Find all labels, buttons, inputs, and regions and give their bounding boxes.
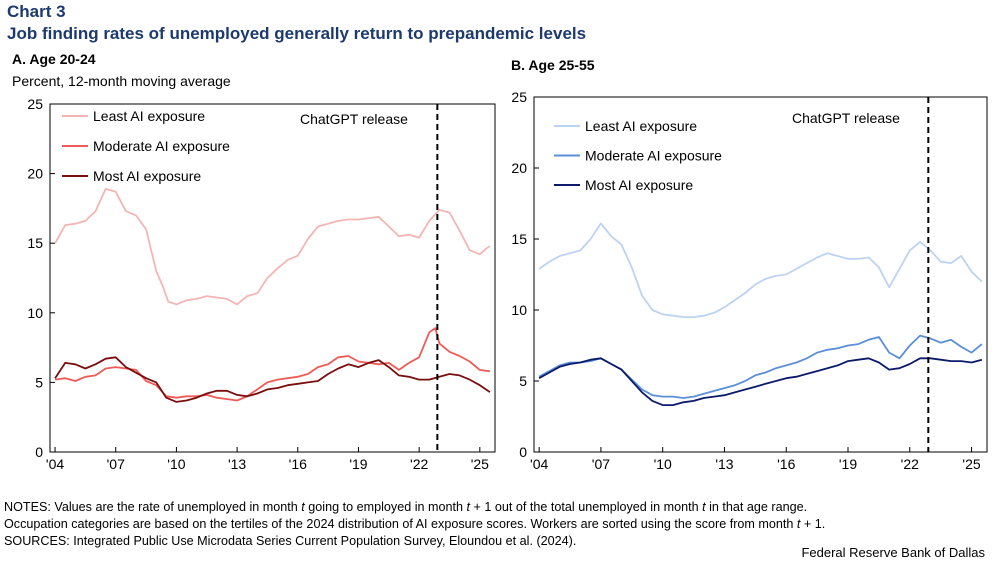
- legend-label: Least AI exposure: [93, 108, 205, 124]
- legend-label: Least AI exposure: [585, 118, 697, 134]
- notes-line-1: NOTES: Values are the rate of unemployed…: [4, 500, 808, 514]
- x-tick-label: '04: [530, 456, 548, 472]
- x-tick-label: '22: [901, 456, 919, 472]
- x-tick-label: '07: [107, 456, 125, 472]
- y-tick-label: 0: [35, 444, 43, 460]
- units-label: Percent, 12-month moving average: [12, 73, 231, 89]
- sources-line: SOURCES: Integrated Public Use Microdata…: [4, 534, 577, 548]
- legend-label: Moderate AI exposure: [585, 148, 722, 164]
- series-line-least-ai-exposure: [54, 188, 491, 306]
- chatgpt-release-label: ChatGPT release: [792, 110, 900, 126]
- y-tick-label: 5: [35, 374, 43, 390]
- x-tick-label: '19: [839, 456, 857, 472]
- x-tick-label: '10: [654, 456, 672, 472]
- x-tick-label: '19: [349, 456, 367, 472]
- y-tick-label: 10: [27, 305, 43, 321]
- series-line-most-ai-exposure: [538, 357, 983, 406]
- x-tick-label: '16: [289, 456, 307, 472]
- chart-title: Job finding rates of unemployed generall…: [7, 24, 587, 43]
- panel-b-chart: 0 5 10 15 20 25 '04 '07 '10 '13 '16 '19 '22 '25 ChatGP…: [511, 89, 988, 472]
- y-tick-label: 5: [519, 373, 527, 389]
- notes: NOTES: Values are the rate of unemployed…: [4, 499, 825, 550]
- x-tick-label: '13: [715, 456, 733, 472]
- x-tick-label: '25: [471, 456, 489, 472]
- y-tick-label: 10: [511, 302, 527, 318]
- y-tick-label: 25: [27, 96, 43, 112]
- notes-line-2: Occupation categories are based on the t…: [4, 517, 826, 531]
- y-tick-label: 25: [511, 89, 527, 105]
- panel-a-title: A. Age 20-24: [12, 51, 96, 67]
- y-tick-label: 20: [27, 166, 43, 182]
- legend-label: Most AI exposure: [585, 177, 693, 193]
- x-tick-label: '13: [228, 456, 246, 472]
- legend-label: Most AI exposure: [93, 168, 201, 184]
- source-organization: Federal Reserve Bank of Dallas: [801, 545, 985, 560]
- legend-label: Moderate AI exposure: [93, 138, 230, 154]
- plot-frame: [49, 103, 496, 453]
- series-line-least-ai-exposure: [538, 222, 983, 318]
- charts-canvas: 0 5 10 15 20 25 '04 '07 '10 '13 '16 '19 '22 '25 ChatGP…: [27, 89, 988, 472]
- series-line-moderate-ai-exposure: [538, 334, 983, 399]
- chart-number: Chart 3: [7, 2, 66, 21]
- x-tick-label: '22: [410, 456, 428, 472]
- panel-a-chart: 0 5 10 15 20 25 '04 '07 '10 '13 '16 '19 '22 '25 ChatGP…: [27, 96, 496, 472]
- x-tick-label: '10: [167, 456, 185, 472]
- y-tick-label: 20: [511, 160, 527, 176]
- y-tick-label: 15: [27, 235, 43, 251]
- series-line-moderate-ai-exposure: [54, 327, 491, 402]
- x-tick-label: '25: [962, 456, 980, 472]
- chatgpt-release-label: ChatGPT release: [300, 111, 408, 127]
- panel-b-title: B. Age 25-55: [511, 57, 595, 73]
- plot-frame: [533, 96, 988, 453]
- x-tick-label: '07: [592, 456, 610, 472]
- series-line-most-ai-exposure: [54, 356, 491, 403]
- x-tick-label: '16: [777, 456, 795, 472]
- y-tick-label: 15: [511, 231, 527, 247]
- y-tick-label: 0: [519, 444, 527, 460]
- x-tick-label: '04: [46, 456, 64, 472]
